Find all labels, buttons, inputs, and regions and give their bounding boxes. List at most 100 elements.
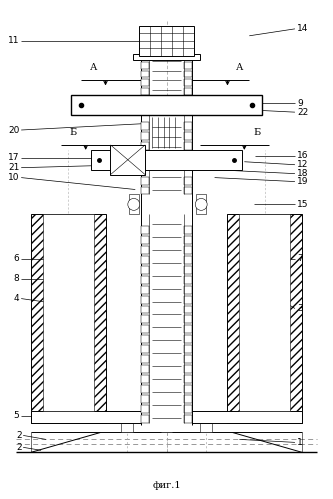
Bar	[141, 132, 149, 140]
Text: 5: 5	[14, 411, 19, 420]
Bar	[129, 195, 139, 214]
Bar	[184, 365, 192, 373]
Text: 4: 4	[14, 294, 19, 303]
Bar	[196, 195, 206, 214]
Bar	[239, 214, 290, 411]
Bar	[184, 305, 192, 313]
Bar	[184, 355, 192, 363]
Bar	[141, 355, 149, 363]
Bar	[184, 276, 192, 284]
Bar	[200, 423, 212, 433]
Bar	[184, 132, 192, 140]
Bar	[91, 150, 242, 170]
Bar	[141, 286, 149, 293]
Bar	[184, 256, 192, 264]
Bar	[184, 70, 192, 77]
Text: 17: 17	[8, 153, 19, 162]
Bar	[184, 375, 192, 383]
Bar	[141, 335, 149, 343]
Text: 12: 12	[297, 160, 308, 169]
Bar	[184, 142, 192, 150]
Text: 14: 14	[297, 24, 308, 33]
Bar	[184, 395, 192, 403]
Bar	[141, 95, 192, 433]
Bar	[141, 177, 149, 185]
Bar	[141, 385, 149, 393]
Bar	[184, 246, 192, 254]
Bar	[184, 405, 192, 413]
Bar	[43, 214, 94, 411]
Text: 21: 21	[8, 163, 19, 172]
Bar	[141, 395, 149, 403]
Bar	[141, 88, 149, 95]
Bar	[141, 70, 149, 77]
Bar	[184, 335, 192, 343]
Bar	[141, 276, 149, 284]
Bar	[184, 177, 192, 185]
Bar	[184, 61, 192, 68]
Text: 15: 15	[297, 200, 308, 209]
Text: Б: Б	[69, 128, 76, 137]
Text: 18: 18	[297, 169, 308, 178]
Bar	[141, 405, 149, 413]
Bar	[184, 88, 192, 95]
Bar	[141, 122, 149, 130]
Text: 7: 7	[297, 254, 303, 263]
Circle shape	[128, 199, 140, 211]
Bar	[184, 79, 192, 86]
Bar	[184, 325, 192, 333]
Bar	[184, 187, 192, 195]
Text: 16: 16	[297, 151, 308, 160]
Text: А: А	[90, 63, 97, 72]
Bar	[184, 315, 192, 323]
Bar	[184, 266, 192, 274]
Text: 2: 2	[16, 431, 22, 440]
Bar	[141, 345, 149, 353]
Bar	[184, 286, 192, 293]
Bar	[141, 266, 149, 274]
Bar	[141, 295, 149, 303]
Bar	[141, 236, 149, 244]
Bar	[227, 214, 302, 423]
Bar	[71, 95, 262, 115]
Bar	[184, 385, 192, 393]
Bar	[141, 142, 149, 150]
Circle shape	[195, 199, 207, 211]
Text: Б: Б	[254, 128, 261, 137]
Bar	[141, 187, 149, 195]
Bar	[31, 411, 302, 423]
Text: 19: 19	[297, 177, 308, 186]
Text: 2: 2	[16, 443, 22, 452]
Text: 6: 6	[14, 254, 19, 263]
Bar	[139, 26, 194, 55]
Bar	[141, 246, 149, 254]
Bar	[141, 79, 149, 86]
Bar	[141, 226, 149, 234]
Bar	[31, 214, 106, 423]
Bar	[141, 61, 149, 68]
Text: 22: 22	[297, 108, 308, 117]
Bar	[141, 375, 149, 383]
Bar	[141, 365, 149, 373]
Bar	[133, 54, 200, 59]
Bar	[184, 122, 192, 130]
Bar	[184, 345, 192, 353]
Bar	[184, 226, 192, 234]
Bar	[141, 315, 149, 323]
Bar	[141, 415, 149, 423]
Text: 11: 11	[8, 36, 19, 45]
Text: 9: 9	[297, 99, 303, 108]
Text: 10: 10	[8, 173, 19, 182]
Bar	[184, 236, 192, 244]
Bar	[141, 325, 149, 333]
Text: 3: 3	[297, 304, 303, 313]
Bar	[121, 423, 133, 433]
Text: 1: 1	[297, 438, 303, 447]
Text: А: А	[236, 63, 243, 72]
Bar	[184, 295, 192, 303]
Text: фиг.1: фиг.1	[152, 481, 181, 490]
Text: 20: 20	[8, 126, 19, 135]
Bar	[161, 423, 172, 433]
Bar	[111, 145, 145, 175]
Bar	[141, 305, 149, 313]
